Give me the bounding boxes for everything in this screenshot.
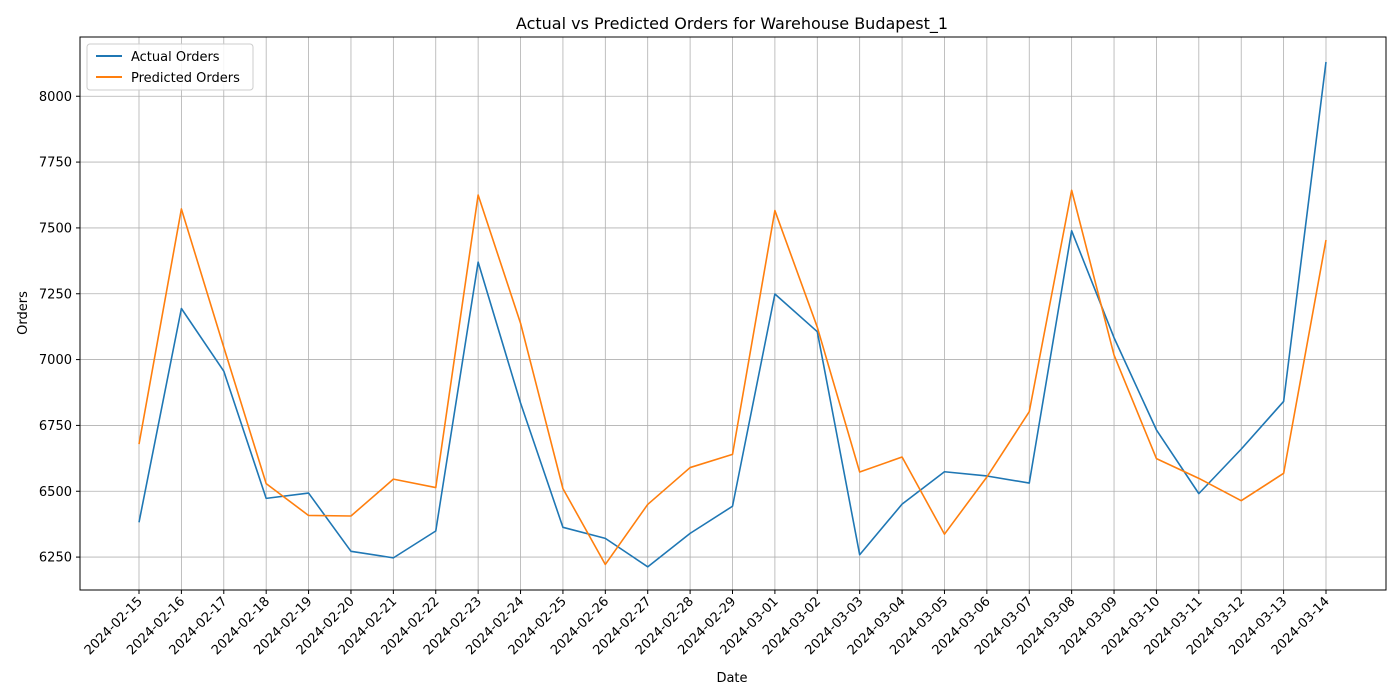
y-tick-label: 8000 xyxy=(39,90,72,105)
plot-area xyxy=(79,36,1387,591)
y-tick-label: 7000 xyxy=(39,353,72,368)
legend-box xyxy=(86,43,254,91)
legend-label-actual: Actual Orders xyxy=(131,50,220,65)
y-tick-label: 7750 xyxy=(39,156,72,171)
grid xyxy=(80,37,1386,590)
x-axis-label: Date xyxy=(716,671,747,686)
series-line-actual-orders xyxy=(138,61,1327,568)
series-line-predicted-orders xyxy=(138,189,1327,566)
chart-title: Actual vs Predicted Orders for Warehouse… xyxy=(516,14,948,34)
series-lines xyxy=(138,61,1327,568)
y-tick-label: 6750 xyxy=(39,419,72,434)
axis-ticks: 2024-02-152024-02-162024-02-172024-02-18… xyxy=(39,90,1333,659)
y-tick-label: 6500 xyxy=(39,485,72,500)
legend: Actual Orders Predicted Orders xyxy=(86,43,254,91)
y-tick-label: 7500 xyxy=(39,221,72,236)
legend-label-predicted: Predicted Orders xyxy=(131,71,240,86)
y-axis-label: Orders xyxy=(16,291,31,335)
y-tick-label: 6250 xyxy=(39,551,72,566)
y-tick-label: 7250 xyxy=(39,287,72,302)
